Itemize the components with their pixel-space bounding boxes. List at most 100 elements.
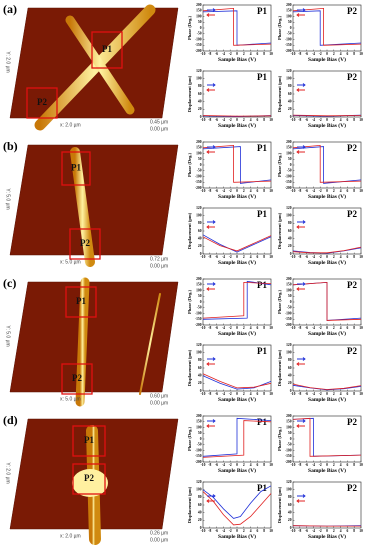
y-tick-label: 20 xyxy=(288,381,292,385)
x-tick-label: 10 xyxy=(269,189,273,193)
x-tick-label: 6 xyxy=(347,529,349,533)
data-line xyxy=(292,144,362,183)
x-tick-label: -4 xyxy=(312,189,315,193)
x-axis-label: Sample Bias (V) xyxy=(308,396,346,403)
y-tick-label: 50 xyxy=(288,20,292,24)
y-tick-label: 200 xyxy=(286,3,292,7)
y-tick-label: 0 xyxy=(200,26,202,30)
region-box xyxy=(91,31,123,69)
x-tick-label: -6 xyxy=(305,463,308,467)
x-tick-label: 8 xyxy=(353,118,355,122)
x-tick-label: 6 xyxy=(257,118,259,122)
data-line xyxy=(292,114,362,117)
y-tick-label: -50 xyxy=(197,32,202,36)
y-axis-label: Phase (Deg.) xyxy=(277,290,282,314)
x-tick-label: -8 xyxy=(208,392,211,396)
y-tick-label: 60 xyxy=(288,503,292,507)
y-tick-label: 200 xyxy=(196,414,202,418)
x-tick-label: 8 xyxy=(353,189,355,193)
x-tick-label: 6 xyxy=(257,463,259,467)
y-tick-label: 60 xyxy=(198,366,202,370)
y-tick-label: -200 xyxy=(285,49,292,53)
y-tick-label: 120 xyxy=(196,343,202,347)
x-tick-label: 10 xyxy=(359,189,363,193)
x-tick-label: 0 xyxy=(326,189,328,193)
x-tick-label: -8 xyxy=(298,118,301,122)
y-tick-label: 100 xyxy=(196,487,202,491)
plot-frame xyxy=(292,415,362,463)
y-tick-label: 100 xyxy=(196,425,202,429)
y-tick-label: 40 xyxy=(288,99,292,103)
x-tick-label: -8 xyxy=(298,189,301,193)
panel-letter: (a) xyxy=(3,2,17,16)
y-size: Y: 2.0 µm xyxy=(5,462,11,483)
point-label: P2 xyxy=(347,280,357,290)
y-tick-label: 50 xyxy=(198,294,202,298)
x-tick-label: 6 xyxy=(257,255,259,259)
y-tick-label: -200 xyxy=(195,49,202,53)
x-tick-label: 8 xyxy=(353,255,355,259)
y-tick-label: 0 xyxy=(200,252,202,256)
y-tick-label: 150 xyxy=(286,283,292,287)
x-tick-label: 6 xyxy=(347,463,349,467)
y-tick-label: 120 xyxy=(286,343,292,347)
region-label: P1 xyxy=(76,296,86,306)
data-line xyxy=(202,281,272,319)
y-tick-label: -150 xyxy=(285,454,292,458)
x-tick-label: -10 xyxy=(201,529,206,533)
y-tick-label: 60 xyxy=(198,92,202,96)
y-tick-label: -100 xyxy=(285,448,292,452)
x-tick-label: -2 xyxy=(229,118,232,122)
x-tick-label: 10 xyxy=(359,52,363,56)
y-tick-label: 100 xyxy=(286,487,292,491)
y-axis-label: Phase (Deg.) xyxy=(187,16,192,40)
region-label: P2 xyxy=(84,473,94,483)
sweep-arrow xyxy=(207,419,216,423)
y-tick-label: -50 xyxy=(197,306,202,310)
x-tick-label: 2 xyxy=(243,529,245,533)
y-axis-label: Displacement (pm) xyxy=(277,349,282,386)
data-line xyxy=(202,420,272,458)
sweep-arrow xyxy=(207,494,216,498)
data-line xyxy=(292,7,362,46)
y-tick-label: 150 xyxy=(196,420,202,424)
y-tick-label: -50 xyxy=(287,32,292,36)
point-label: P1 xyxy=(257,143,267,153)
point-label: P1 xyxy=(257,346,267,356)
x-tick-label: 2 xyxy=(243,118,245,122)
x-tick-label: 8 xyxy=(353,326,355,330)
x-tick-label: 0 xyxy=(236,52,238,56)
y-tick-label: 150 xyxy=(196,283,202,287)
x-tick-label: 6 xyxy=(347,392,349,396)
x-tick-label: -4 xyxy=(312,529,315,533)
plot-frame xyxy=(292,344,362,392)
y-tick-label: -50 xyxy=(287,306,292,310)
y-tick-label: 0 xyxy=(200,437,202,441)
sweep-arrow xyxy=(296,287,305,291)
x-axis-label: Sample Bias (V) xyxy=(218,193,256,200)
x-tick-label: 2 xyxy=(333,189,335,193)
x-tick-label: 2 xyxy=(243,189,245,193)
y-tick-label: 50 xyxy=(288,294,292,298)
x-tick-label: -10 xyxy=(291,52,296,56)
y-tick-label: 200 xyxy=(196,3,202,7)
x-tick-label: 6 xyxy=(257,326,259,330)
x-tick-label: 0 xyxy=(326,326,328,330)
x-axis-label: Sample Bias (V) xyxy=(218,122,256,129)
x-tick-label: 10 xyxy=(359,392,363,396)
x-tick-label: -10 xyxy=(201,326,206,330)
y-tick-label: -100 xyxy=(195,448,202,452)
y-tick-label: 150 xyxy=(196,9,202,13)
y-tick-label: -150 xyxy=(285,43,292,47)
y-tick-label: 60 xyxy=(288,366,292,370)
x-tick-label: 0 xyxy=(326,118,328,122)
x-tick-label: 2 xyxy=(333,326,335,330)
x-tick-label: 8 xyxy=(263,118,265,122)
y-tick-label: 20 xyxy=(198,244,202,248)
x-tick-label: 8 xyxy=(263,529,265,533)
x-tick-label: -10 xyxy=(201,463,206,467)
y-tick-label: -100 xyxy=(285,311,292,315)
y-tick-label: 100 xyxy=(286,288,292,292)
data-line xyxy=(202,417,272,457)
